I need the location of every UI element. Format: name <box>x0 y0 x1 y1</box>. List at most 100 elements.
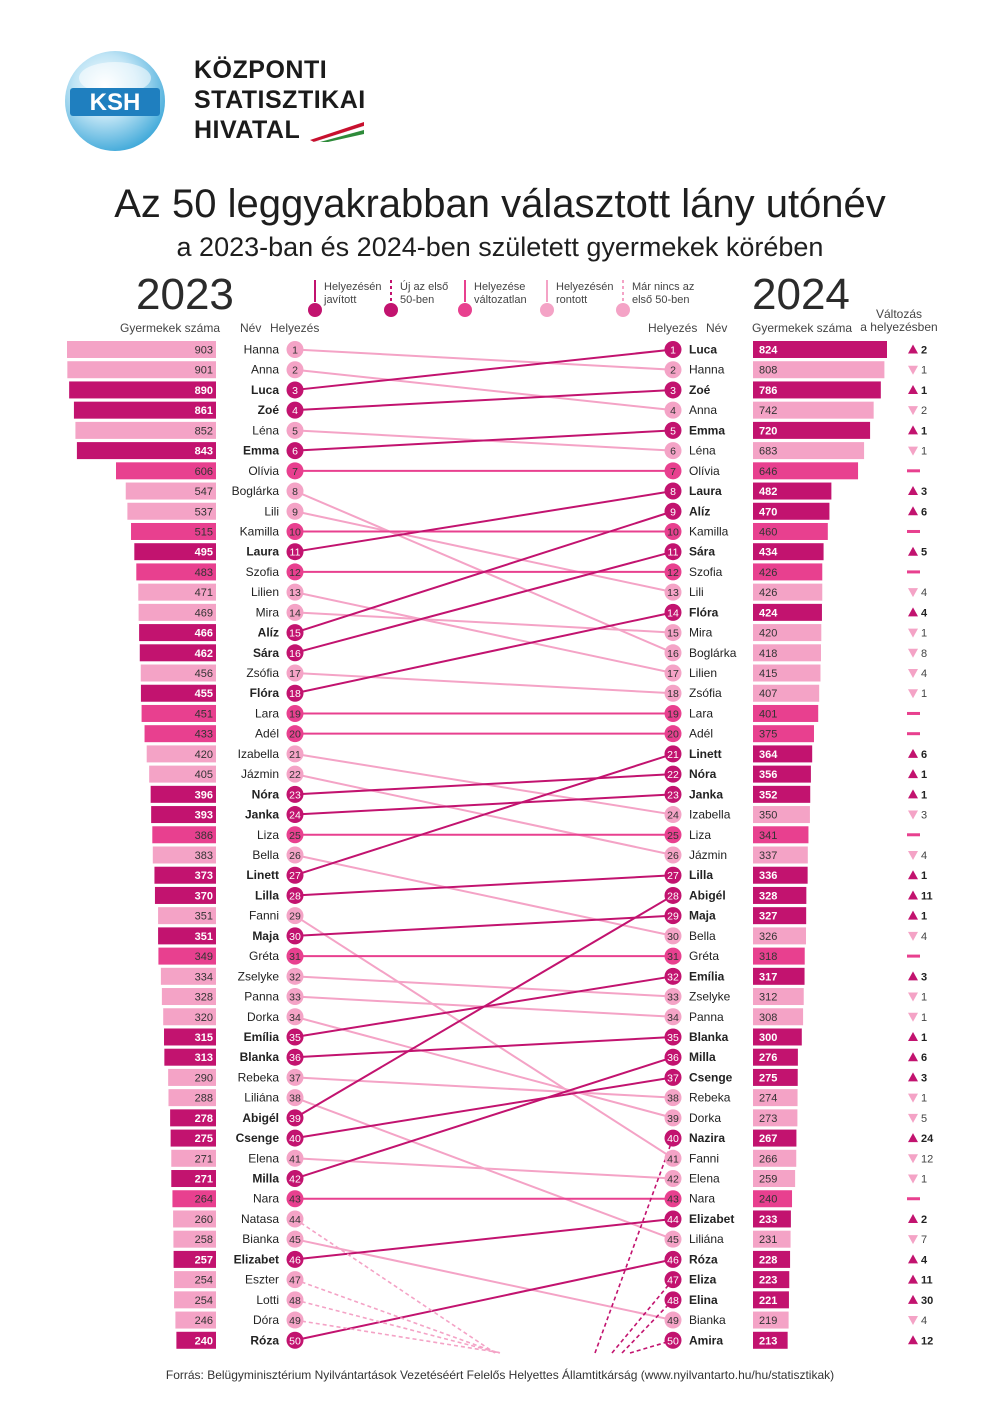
rank-label-2023: 9 <box>292 506 298 518</box>
bar-2024 <box>753 442 865 460</box>
change-same-icon <box>907 711 920 715</box>
name-label-2023: Nara <box>253 1192 279 1206</box>
bar-2024 <box>753 1331 788 1349</box>
rank-label-2023: 36 <box>289 1052 301 1064</box>
bar-2023 <box>160 967 216 985</box>
rank-circle-2024 <box>664 846 682 864</box>
change-up-icon <box>908 789 918 799</box>
change-value: 1 <box>921 385 927 397</box>
bar-2023 <box>144 725 216 743</box>
change-value: 30 <box>921 1295 933 1307</box>
name-label-2024: Jázmin <box>689 848 727 862</box>
legend: Helyezésén javított Új az első 50-ben He… <box>300 280 720 320</box>
bar-2024 <box>753 1008 804 1026</box>
rank-circle-2023 <box>286 341 304 358</box>
value-label-2024: 266 <box>759 1153 777 1165</box>
rank-circle-2024 <box>664 341 682 358</box>
value-label-2024: 308 <box>759 1012 777 1024</box>
bar-2023 <box>164 1028 216 1046</box>
legend-label-dropped-2: első 50-ben <box>632 294 690 306</box>
rank-label-2024: 20 <box>667 729 679 741</box>
name-label-2023: Janka <box>245 808 279 822</box>
name-label-2023: Liza <box>257 828 279 842</box>
bar-2023 <box>152 846 216 864</box>
name-label-2024: Elena <box>689 1172 720 1186</box>
rank-label-2024: 9 <box>670 506 676 518</box>
rank-circle-2023 <box>286 1068 304 1086</box>
change-up-icon <box>908 1052 918 1062</box>
bar-2023 <box>67 361 216 379</box>
bar-2024 <box>753 806 810 824</box>
rank-circle-2023 <box>286 1028 304 1046</box>
bar-2024 <box>753 1109 798 1127</box>
name-label-2023: Luca <box>251 383 279 397</box>
legend-label-improved-2: javított <box>324 294 357 306</box>
value-label-2024: 336 <box>759 870 777 882</box>
rank-label-2024: 29 <box>667 911 679 923</box>
rank-circle-2023 <box>286 1331 304 1349</box>
change-down-icon <box>908 1093 918 1103</box>
rank-circle-2024 <box>664 442 682 460</box>
dropped-line <box>294 1218 496 1354</box>
rank-label-2024: 21 <box>667 749 679 761</box>
name-label-2024: Elina <box>689 1293 718 1307</box>
rank-label-2023: 39 <box>289 1113 301 1125</box>
rank-label-2023: 3 <box>292 385 298 397</box>
rank-label-2024: 32 <box>667 971 679 983</box>
rank-circle-2023 <box>286 583 304 601</box>
rank-circle-2024 <box>664 907 682 925</box>
name-label-2024: Nóra <box>689 767 717 781</box>
value-label-2023: 383 <box>195 850 213 862</box>
name-label-2024: Róza <box>689 1252 718 1266</box>
rank-label-2024: 39 <box>667 1113 679 1125</box>
new-entry-line <box>621 1299 674 1354</box>
rank-circle-2023 <box>286 543 304 561</box>
bar-2023 <box>152 826 216 844</box>
name-label-2023: Milla <box>252 1172 279 1186</box>
value-label-2024: 786 <box>759 385 777 397</box>
value-label-2023: 351 <box>195 911 213 923</box>
legend-label-same-2: változatlan <box>474 294 527 306</box>
connection-line <box>294 914 674 1160</box>
rank-label-2024: 4 <box>670 405 676 417</box>
value-label-2024: 267 <box>759 1133 777 1145</box>
name-label-2024: Rebeka <box>689 1091 731 1105</box>
connection-line <box>294 1258 674 1342</box>
change-value: 1 <box>921 365 927 377</box>
change-down-icon <box>908 810 918 820</box>
connection-line <box>294 1035 674 1059</box>
value-label-2023: 843 <box>195 446 213 458</box>
change-up-icon <box>908 910 918 920</box>
bar-2023 <box>173 1230 216 1248</box>
legend-label-new-2: 50-ben <box>400 294 435 306</box>
bar-2024 <box>753 1170 796 1188</box>
rank-label-2023: 17 <box>289 668 301 680</box>
rank-label-2023: 14 <box>289 607 301 619</box>
change-up-icon <box>908 769 918 779</box>
name-label-2024: Alíz <box>689 504 710 518</box>
bar-2023 <box>170 1109 216 1127</box>
value-label-2024: 318 <box>759 951 777 963</box>
change-down-icon <box>908 851 918 860</box>
change-value: 1 <box>921 1174 927 1186</box>
name-label-2023: Blanka <box>240 1050 280 1064</box>
bar-2023 <box>75 421 216 439</box>
change-down-icon <box>908 669 918 679</box>
bar-2024 <box>753 361 885 379</box>
rank-label-2023: 1 <box>292 345 298 357</box>
rank-circle-2024 <box>664 1331 682 1349</box>
change-down-icon <box>908 365 918 375</box>
bar-2023 <box>116 462 216 480</box>
name-label-2023: Zoé <box>258 403 280 417</box>
rank-label-2024: 10 <box>667 526 679 538</box>
rank-label-2023: 20 <box>289 729 301 741</box>
rank-circle-2023 <box>286 624 304 642</box>
change-up-icon <box>908 425 918 435</box>
rank-label-2024: 1 <box>670 345 676 357</box>
bar-2023 <box>69 381 216 399</box>
ksh-logo: KSH KÖZPONTI STATISZTIKAI HIVATAL <box>62 48 365 168</box>
bar-2024 <box>753 563 823 581</box>
value-label-2024: 482 <box>759 486 777 498</box>
value-label-2024: 415 <box>759 668 777 680</box>
